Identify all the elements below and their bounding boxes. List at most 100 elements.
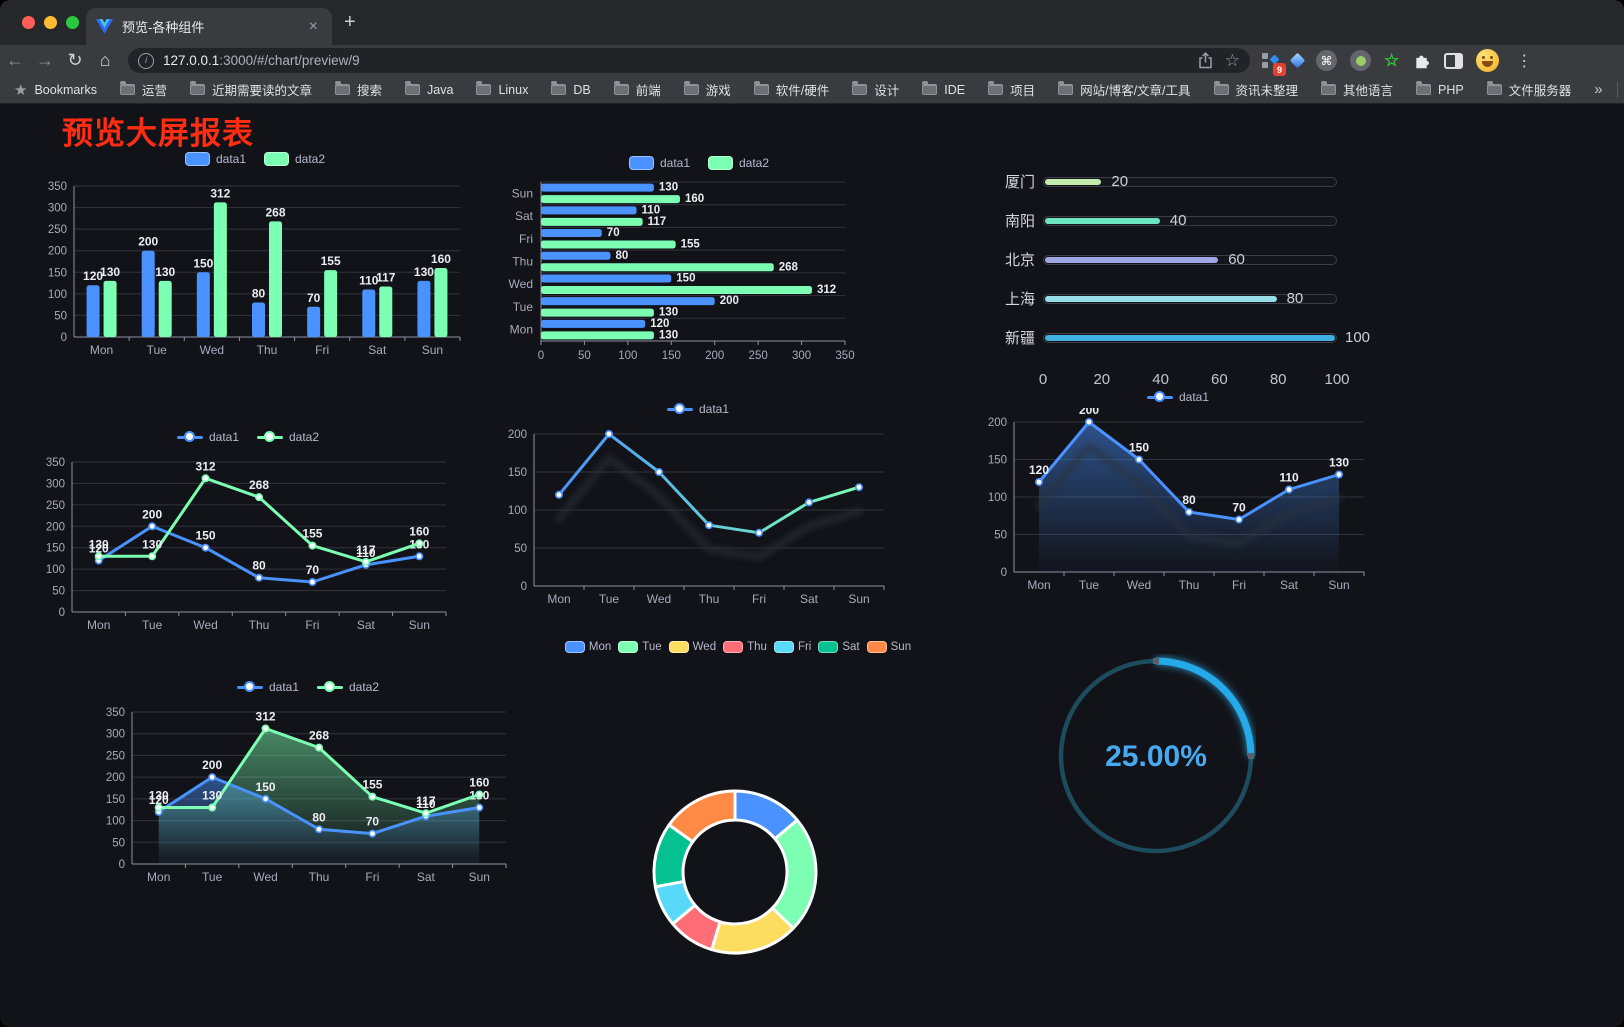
legend-swatch-icon [723,641,744,653]
bookmark-folder[interactable]: 其他语言 [1321,80,1393,99]
bookmarks-overflow-icon[interactable]: » [1594,81,1603,98]
browser-menu-icon[interactable]: ⋮ [1516,52,1533,70]
folder-icon [405,81,421,95]
extensions-puzzle-icon[interactable] [1412,51,1431,70]
url-text[interactable]: 127.0.0.1:3000/#/chart/preview/9 [163,53,1186,68]
legend-item-data2[interactable]: data2 [317,680,379,694]
side-panel-icon[interactable] [1444,52,1464,69]
legend-label: data2 [295,152,326,166]
svg-text:200: 200 [1079,408,1099,417]
bookmark-folder[interactable]: 游戏 [683,80,731,99]
svg-text:70: 70 [1232,501,1246,515]
zoom-window-button[interactable] [66,16,79,29]
bookmark-folder[interactable]: 运营 [119,80,167,99]
legend-item-Wed[interactable]: Wed [668,641,716,653]
legend-item-Fri[interactable]: Fri [773,641,811,653]
gauge-chart: 25.00% [1056,654,1256,859]
svg-text:0: 0 [119,859,125,871]
bookmarks-right: » 其他书签 [1594,80,1624,99]
new-tab-button[interactable]: + [344,11,356,33]
svg-text:350: 350 [835,350,854,362]
svg-text:200: 200 [705,350,724,362]
svg-text:117: 117 [376,271,396,285]
page-title: 预览大屏报表 [62,116,254,151]
svg-text:50: 50 [52,586,65,598]
bookmark-folder[interactable]: Linux [476,81,528,97]
legend-item-Sun[interactable]: Sun [866,641,911,653]
home-icon[interactable]: ⌂ [99,50,111,70]
bookmarks-bar: ★ Bookmarks 运营 近期需要读的文章 搜索 Java Linux DB 前端 游戏 软… [0,76,1624,104]
legend-item-data1[interactable]: data1 [236,680,299,694]
bookmarks-root[interactable]: ★ Bookmarks [14,81,97,99]
svg-text:110: 110 [642,204,661,216]
legend-item-data1[interactable]: data1 [184,152,246,166]
svg-text:0: 0 [538,350,544,362]
minimize-window-button[interactable] [44,16,57,29]
donut-slice-Sun[interactable] [667,789,737,844]
green-star-extension-icon[interactable]: ☆ [1384,50,1400,70]
bookmark-folder[interactable]: 项目 [988,80,1035,99]
close-window-button[interactable] [22,16,35,29]
svg-text:312: 312 [256,710,276,724]
bookmark-folder[interactable]: 软件/硬件 [753,80,829,99]
progress-value: 20 [1111,172,1129,190]
legend-item-Thu[interactable]: Thu [723,641,767,653]
legend-item-data2[interactable]: data2 [257,430,319,444]
legend-item-data1[interactable]: data1 [176,430,239,444]
svg-text:150: 150 [48,267,67,279]
bookmark-folder-label: 运营 [141,84,167,98]
bookmark-folder[interactable]: 资讯未整理 [1213,80,1298,99]
svg-text:250: 250 [48,224,67,236]
legend-swatch-icon [184,152,210,166]
bookmark-folder[interactable]: DB [551,81,591,97]
bookmark-folder[interactable]: 近期需要读的文章 [190,80,312,99]
legend-item-data2[interactable]: data2 [708,156,769,170]
svg-text:130: 130 [659,329,678,341]
bookmark-folder[interactable]: 前端 [613,80,661,99]
bookmark-folder[interactable]: 文件服务器 [1486,80,1571,99]
legend-swatch-icon [818,641,839,653]
back-icon[interactable]: ← [6,50,24,70]
donut-slice-Tue[interactable] [770,818,818,930]
legend-item-Sat[interactable]: Sat [818,641,860,653]
folder-icon [922,81,938,95]
command-extension-icon[interactable]: ⌘ [1316,50,1337,71]
legend-item-data1[interactable]: data1 [1146,390,1209,404]
reload-icon[interactable]: ↻ [67,50,83,70]
tab-manager-extension-icon[interactable]: 9 [1262,52,1286,76]
site-info-icon[interactable]: i [138,52,154,69]
svg-text:200: 200 [106,772,125,784]
divider [1616,81,1618,98]
legend-swatch-icon [564,641,585,653]
address-bar[interactable]: i 127.0.0.1:3000/#/chart/preview/9 ☆ [128,48,1250,73]
browser-tab[interactable]: 预览-各种组件 × [86,8,332,45]
svg-text:350: 350 [46,457,65,469]
bookmark-folder[interactable]: 设计 [852,80,899,99]
legend-label: Thu [747,641,767,653]
bookmark-folder[interactable]: IDE [922,81,965,97]
bookmark-folder[interactable]: Java [405,81,453,97]
legend-item-Mon[interactable]: Mon [564,641,611,653]
gem-extension-icon[interactable] [1289,52,1306,69]
profile-avatar[interactable] [1476,49,1500,72]
url-path: :3000/#/chart/preview/9 [219,53,360,68]
bookmark-folder[interactable]: 网站/博客/文章/工具 [1058,80,1191,99]
progress-row-新疆: 新疆 100 [985,318,1370,357]
svg-text:350: 350 [48,181,67,193]
donut-slice-Wed[interactable] [710,906,795,955]
bookmark-folder[interactable]: 搜索 [335,80,382,99]
svg-text:Wed: Wed [1127,578,1151,592]
forward-icon[interactable]: → [36,50,54,70]
recorder-extension-icon[interactable] [1350,50,1371,71]
legend-item-data2[interactable]: data2 [264,152,325,166]
svg-text:Fri: Fri [305,618,319,632]
bookmark-star-icon[interactable]: ☆ [1224,50,1240,70]
legend-item-Tue[interactable]: Tue [618,641,662,653]
legend-item-data1[interactable]: data1 [666,402,729,416]
tab-close-icon[interactable]: × [308,17,318,35]
bookmark-folder[interactable]: PHP [1416,81,1464,97]
legend-item-data1[interactable]: data1 [628,156,690,170]
chart-legend: data1 data2 [503,152,895,174]
progress-row-厦门: 厦门 20 [985,162,1357,201]
share-icon[interactable] [1198,52,1213,69]
